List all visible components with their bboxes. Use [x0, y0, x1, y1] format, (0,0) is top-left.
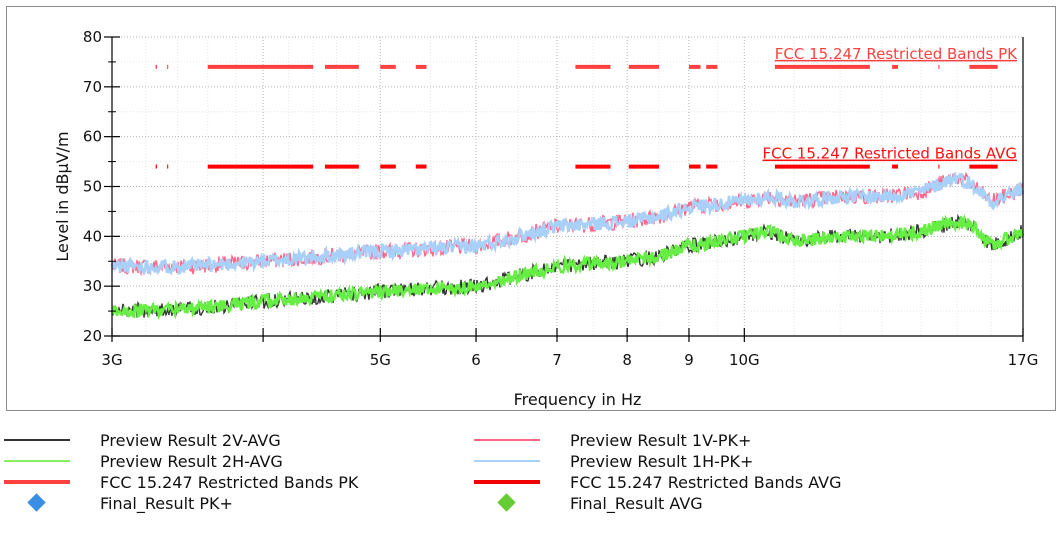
- x-tick-label: 5G: [370, 351, 391, 369]
- y-tick-label: 70: [83, 78, 102, 96]
- legend-item-2h-avg: Preview Result 2H-AVG: [0, 451, 283, 471]
- legend-label-restricted-avg: FCC 15.247 Restricted Bands AVG: [570, 472, 842, 492]
- x-tick-label: 9: [684, 351, 694, 369]
- x-axis-label: Frequency in Hz: [514, 390, 642, 409]
- emission-chart: FCC 15.247 Restricted Bands PK FCC 15.247…: [53, 28, 1039, 409]
- legend-swatch-final-avg: [470, 493, 544, 513]
- legend-label-1v-pk: Preview Result 1V-PK+: [570, 430, 752, 450]
- legend-label-restricted-pk: FCC 15.247 Restricted Bands PK: [100, 472, 359, 492]
- legend-label-final-avg: Final_Result AVG: [570, 493, 703, 513]
- annotation-restricted-avg: FCC 15.247 Restricted Bands AVG: [762, 145, 1017, 163]
- y-tick-label: 20: [83, 327, 102, 345]
- annotation-restricted-pk: FCC 15.247 Restricted Bands PK: [775, 45, 1018, 63]
- y-tick-label: 30: [83, 277, 102, 295]
- series-1h-pk-line: [110, 172, 1025, 276]
- legend-item-final-pk: Final_Result PK+: [0, 493, 233, 513]
- legend-swatch-final-pk: [0, 493, 74, 513]
- diamond-icon: [497, 493, 516, 512]
- y-tick-label: 60: [83, 128, 102, 146]
- legend-item-restricted-avg: FCC 15.247 Restricted Bands AVG: [470, 472, 842, 492]
- x-tick-label: 10G: [729, 351, 760, 369]
- legend-swatch-2v-avg: [0, 430, 74, 450]
- y-tick-label: 50: [83, 178, 102, 196]
- legend: Preview Result 2V-AVG Preview Result 1V-…: [0, 430, 1061, 537]
- legend-item-1h-pk: Preview Result 1H-PK+: [470, 451, 753, 471]
- plot-frame: [6, 6, 1056, 411]
- legend-swatch-2h-avg: [0, 451, 74, 471]
- x-tick-label: 17G: [1008, 351, 1039, 369]
- series-2h-avg-line: [110, 213, 1025, 320]
- legend-item-2v-avg: Preview Result 2V-AVG: [0, 430, 281, 450]
- legend-label-1h-pk: Preview Result 1H-PK+: [570, 451, 754, 471]
- y-axis-label: Level in dBµV/m: [53, 131, 72, 261]
- legend-swatch-restricted-pk: [0, 472, 74, 492]
- legend-label-2h-avg: Preview Result 2H-AVG: [100, 451, 283, 471]
- legend-label-2v-avg: Preview Result 2V-AVG: [100, 430, 281, 450]
- y-tick-label: 40: [83, 227, 102, 245]
- legend-item-final-avg: Final_Result AVG: [470, 493, 703, 513]
- x-tick-label: 3G: [101, 351, 122, 369]
- legend-swatch-1h-pk: [470, 451, 544, 471]
- legend-item-1v-pk: Preview Result 1V-PK+: [470, 430, 751, 450]
- legend-label-final-pk: Final_Result PK+: [100, 493, 233, 513]
- legend-swatch-restricted-avg: [470, 472, 544, 492]
- diamond-icon: [27, 493, 46, 512]
- legend-item-restricted-pk: FCC 15.247 Restricted Bands PK: [0, 472, 358, 492]
- x-tick-label: 6: [471, 351, 481, 369]
- x-tick-label: 8: [622, 351, 632, 369]
- x-tick-label: 7: [552, 351, 562, 369]
- y-tick-label: 80: [83, 28, 102, 46]
- legend-swatch-1v-pk: [470, 430, 544, 450]
